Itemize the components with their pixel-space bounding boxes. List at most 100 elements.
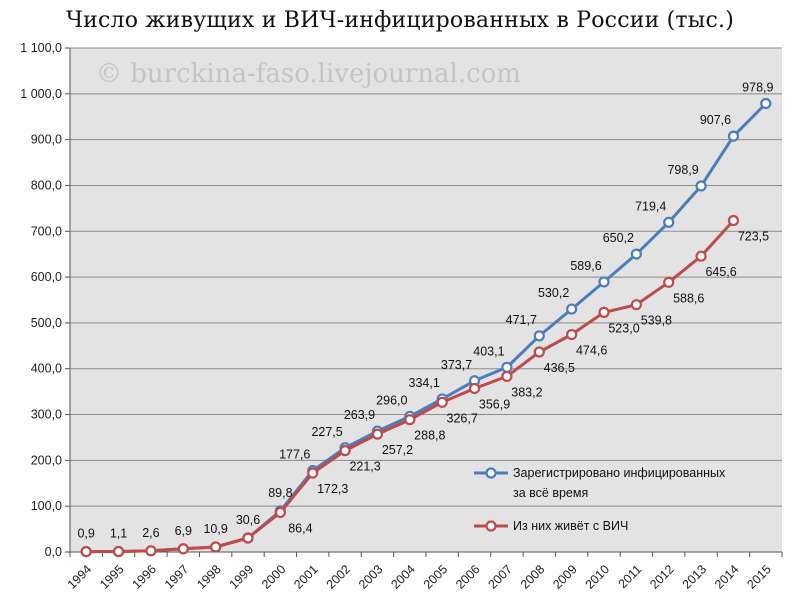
- data-label: 530,2: [538, 286, 569, 300]
- data-label: 373,7: [441, 358, 472, 372]
- x-tick-label: 1994: [65, 562, 95, 592]
- y-tick-label: 800,0: [31, 178, 62, 192]
- y-tick-label: 300,0: [31, 408, 62, 422]
- x-tick-label: 2000: [259, 562, 289, 592]
- data-point: [307, 467, 319, 479]
- legend-label: Зарегистрировано инфицированных: [513, 466, 726, 480]
- data-point: [695, 250, 707, 262]
- data-label: 89,8: [268, 486, 292, 500]
- data-label: 719,4: [635, 199, 666, 213]
- y-tick-label: 700,0: [31, 224, 62, 238]
- x-tick-label: 2003: [356, 562, 386, 592]
- x-tick-label: 2007: [485, 562, 515, 592]
- x-tick-label: 2005: [421, 562, 451, 592]
- data-point: [145, 545, 157, 557]
- x-tick-label: 1997: [162, 562, 192, 592]
- data-point: [501, 361, 513, 373]
- data-label: 436,5: [544, 361, 575, 375]
- data-point: [630, 299, 642, 311]
- data-label: 86,4: [288, 521, 312, 535]
- data-point: [695, 180, 707, 192]
- data-label: 798,9: [667, 163, 698, 177]
- data-point: [630, 248, 642, 260]
- data-point: [727, 214, 740, 227]
- x-tick-label: 2010: [583, 562, 613, 592]
- data-label: 523,0: [608, 321, 639, 335]
- data-point: [727, 130, 740, 142]
- data-point: [404, 414, 416, 426]
- data-label: 296,0: [376, 393, 407, 407]
- legend-item-registered: Зарегистрировано инфицированных за всё вр…: [474, 466, 726, 500]
- data-label: 1,1: [110, 526, 127, 540]
- x-tick-label: 1996: [129, 562, 159, 592]
- data-label: 645,6: [705, 265, 736, 279]
- x-tick-label: 2002: [324, 562, 354, 592]
- y-tick-label: 600,0: [31, 270, 62, 284]
- data-label: 589,6: [570, 259, 601, 273]
- y-tick-label: 1 000,0: [20, 87, 62, 101]
- y-tick-label: 0,0: [45, 545, 62, 559]
- chart-title: Число живущих и ВИЧ-инфицированных в Рос…: [65, 8, 735, 33]
- plot-area: [70, 48, 782, 552]
- x-tick-label: 1995: [97, 562, 127, 592]
- data-label: 6,9: [175, 524, 192, 538]
- data-point: [566, 303, 578, 315]
- data-label: 650,2: [603, 231, 634, 245]
- data-label: 288,8: [414, 429, 445, 443]
- y-tick-label: 400,0: [31, 362, 62, 376]
- x-tick-label: 2008: [518, 562, 548, 592]
- x-tick-label: 2014: [712, 562, 742, 592]
- x-tick-label: 1998: [194, 562, 224, 592]
- watermark-text: © burckina-faso.livejournal.com: [96, 59, 521, 89]
- data-point: [339, 445, 351, 457]
- x-tick-label: 2015: [744, 562, 774, 592]
- legend-label: Из них живёт с ВИЧ: [513, 519, 628, 533]
- data-label: 10,9: [203, 522, 227, 536]
- data-point: [371, 428, 384, 440]
- x-tick-label: 2011: [616, 562, 645, 591]
- data-label: 383,2: [511, 385, 542, 399]
- data-label: 227,5: [311, 425, 342, 439]
- y-tick-label: 1 100,0: [20, 41, 62, 55]
- x-tick-label: 2009: [550, 562, 580, 592]
- data-label: 539,8: [641, 314, 672, 328]
- y-tick-label: 500,0: [31, 316, 62, 330]
- data-label: 326,7: [447, 411, 478, 425]
- data-point: [598, 306, 610, 318]
- data-label: 403,1: [473, 344, 504, 358]
- gridlines: [70, 47, 782, 553]
- data-label: 221,3: [349, 460, 380, 474]
- data-point: [663, 276, 675, 288]
- data-point: [242, 532, 254, 544]
- series-layer: 0,9 1,1 2,6 6,9 10,930,689,8177,6227,5263,92…: [77, 80, 774, 558]
- data-point: [177, 543, 189, 555]
- data-point: [663, 216, 675, 228]
- data-point: [468, 382, 481, 395]
- series-living: 86,4172,3221,3257,2288,8326,7356,9383,24…: [80, 214, 769, 558]
- series-registered: 0,9 1,1 2,6 6,9 10,930,689,8177,6227,5263,92…: [77, 80, 774, 558]
- data-point: [566, 328, 578, 341]
- x-tick-label: 2006: [453, 562, 483, 592]
- data-point: [80, 545, 92, 558]
- data-label: 723,5: [738, 230, 769, 244]
- data-label: 263,9: [344, 408, 375, 422]
- data-point: [501, 370, 513, 383]
- x-axis: 1994 1995 1996 1997 1998 1999 2000 2001 2002 2003…: [65, 551, 783, 592]
- data-label: 172,3: [317, 482, 348, 496]
- data-label: 471,7: [506, 313, 537, 327]
- data-label: 978,9: [742, 80, 773, 94]
- data-label: 588,6: [673, 291, 704, 305]
- x-tick-label: 2012: [647, 562, 677, 592]
- data-label: 2,6: [142, 526, 159, 540]
- data-point: [274, 506, 286, 519]
- data-point: [533, 346, 545, 358]
- y-tick-label: 100,0: [31, 499, 62, 513]
- legend-swatch-marker: [485, 467, 497, 479]
- data-label: 0,9: [77, 527, 94, 541]
- data-label: 907,6: [700, 113, 731, 127]
- data-label: 257,2: [382, 443, 413, 457]
- data-point: [533, 330, 545, 342]
- y-tick-label: 200,0: [31, 453, 62, 467]
- legend-item-living: Из них живёт с ВИЧ: [474, 519, 628, 533]
- data-point: [760, 97, 772, 110]
